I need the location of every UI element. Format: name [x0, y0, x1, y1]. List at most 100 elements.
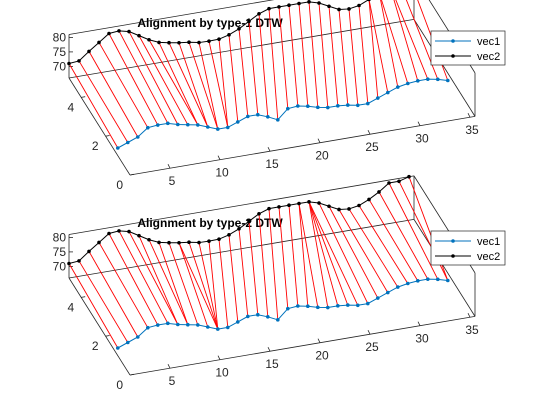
alignment-line [128, 31, 179, 125]
vec2-point [367, 197, 371, 202]
alignment-line [380, 0, 399, 88]
vec2-point [77, 259, 81, 263]
y-tick-mark [129, 173, 135, 176]
box-edge-top-back [68, 0, 275, 35]
z-tick-label: 80 [53, 30, 67, 44]
legend-box [430, 30, 506, 66]
alignment-line [258, 213, 269, 317]
legend-marker-vec2 [451, 254, 455, 258]
x-tick-mark [167, 164, 171, 169]
vec2-point [237, 227, 241, 231]
vec2-point [347, 207, 351, 211]
alignment-line [228, 234, 239, 322]
vec1-point [206, 125, 210, 129]
alignment-line [118, 30, 169, 124]
vec2-point [307, 200, 311, 204]
x-tick-mark [317, 338, 321, 343]
x-tick-mark [367, 130, 371, 135]
vec1-point [146, 325, 150, 330]
alignment-line [298, 203, 309, 307]
alignment-line [308, 201, 339, 306]
x-tick-label: 5 [169, 374, 176, 388]
vec1-point [416, 279, 420, 283]
vec2-point [187, 40, 191, 45]
vec2-point [197, 40, 201, 45]
vec1-point [396, 285, 400, 289]
vec1-point [436, 277, 440, 282]
alignment-line [368, 0, 389, 93]
alignment-line [178, 42, 209, 128]
x-tick-label: 25 [365, 140, 379, 154]
vec2-point [287, 203, 291, 208]
alignment-line [328, 6, 339, 106]
x-tick-label: 25 [365, 340, 379, 354]
legend: vec1 vec2 [430, 30, 506, 66]
vec1-point [386, 290, 390, 295]
vec1-point [376, 96, 380, 100]
vec2-point [67, 261, 71, 266]
vec2-point [107, 231, 111, 236]
alignment-line [378, 191, 429, 280]
vec2-point [387, 181, 391, 185]
alignment-line [68, 263, 119, 349]
vec2-point [227, 233, 231, 237]
vec1-point [116, 146, 120, 150]
vec2-point [307, 0, 311, 4]
vec2-point [157, 40, 161, 45]
alignment-line [248, 221, 259, 315]
vec1-point [196, 323, 200, 327]
vec1-point [426, 77, 430, 81]
box-edge-right [413, 219, 476, 317]
vec2-point [217, 237, 221, 241]
legend: vec1 vec2 [430, 230, 506, 266]
vec1-point [316, 105, 320, 110]
series-line-vec1 [117, 278, 448, 349]
vec2-point [97, 40, 101, 45]
alignment-line [368, 199, 419, 282]
alignment-line [218, 239, 229, 328]
legend-label-vec2: vec2 [477, 251, 500, 263]
vec1-point [236, 120, 240, 124]
z-tick-label: 80 [53, 230, 67, 244]
vec1-point [336, 304, 340, 308]
vec1-point [336, 104, 340, 108]
vec2-point [217, 37, 221, 41]
y-tick-label: 4 [68, 100, 75, 114]
vec2-point [297, 201, 301, 206]
vec2-point [87, 249, 91, 254]
x-tick-label: 20 [315, 349, 329, 363]
vec2-point [377, 190, 381, 194]
vec2-point [247, 19, 251, 24]
vec1-point [286, 106, 290, 111]
vec1-point [406, 81, 410, 86]
y-tick-mark [105, 335, 110, 337]
vec1-point [255, 112, 260, 117]
vec2-point [157, 240, 161, 245]
vec2-point [357, 203, 361, 208]
z-tick-label: 75 [53, 245, 67, 259]
alignment-line [368, 0, 379, 99]
vec1-point [176, 122, 180, 127]
box-edge-left [68, 277, 131, 376]
vec1-point [396, 85, 400, 89]
vec2-point [127, 229, 131, 234]
alignment-line [308, 1, 319, 108]
alignment-line [338, 9, 349, 106]
alignment-line [218, 39, 229, 128]
vec2-point [237, 27, 241, 31]
vec2-point [67, 61, 71, 66]
box-edge-left [68, 77, 131, 176]
alignment-line [118, 230, 169, 324]
alignment-line [198, 242, 219, 330]
y-tick-mark [105, 135, 110, 137]
series-line-vec1 [117, 78, 448, 149]
alignment-line [188, 242, 219, 330]
alignment-line [98, 242, 149, 328]
vec1-point [356, 103, 360, 108]
y-tick-mark [129, 373, 135, 376]
box-edge-back [68, 18, 415, 79]
alignment-line [278, 206, 289, 309]
alignment-line [238, 228, 249, 317]
vec2-point [137, 33, 141, 38]
vec1-point [226, 125, 230, 130]
